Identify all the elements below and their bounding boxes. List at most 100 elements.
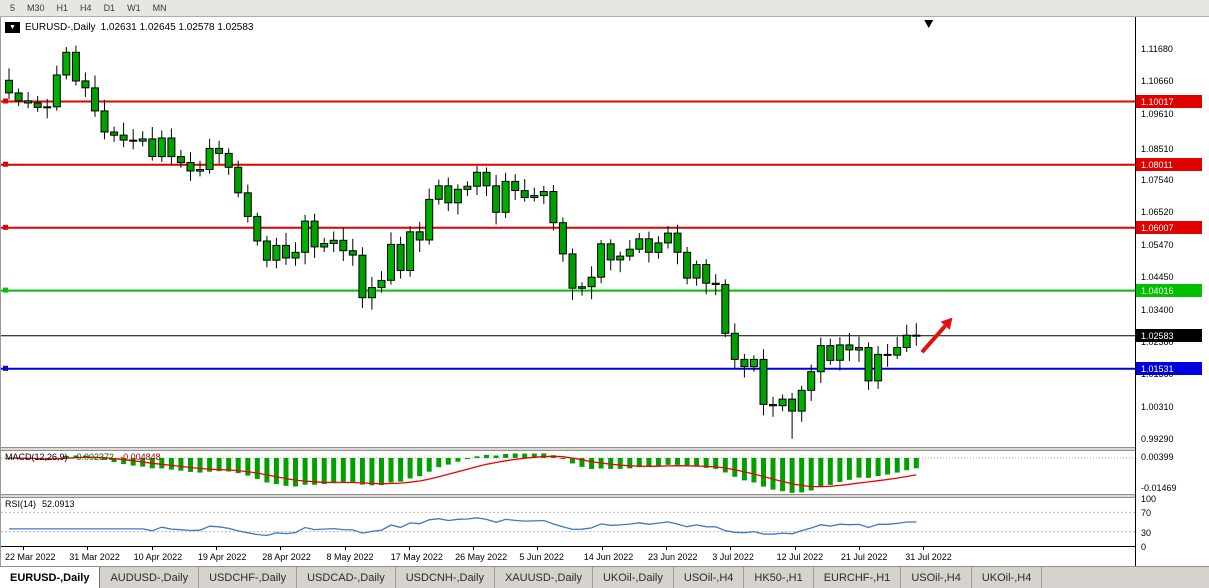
timeframe-button-H4[interactable]: H4 [80,3,92,13]
price-axis-label: 1.07540 [1141,174,1174,185]
time-axis-tick [473,547,475,550]
pane-divider[interactable] [1,447,1135,451]
time-axis-tick [923,547,925,550]
chart-ohlc-readout: 1.02631 1.02645 1.02578 1.02583 [100,22,254,33]
rsi-value: 52.0913 [42,499,75,509]
price-tag-resistance-1: 1.10017 [1136,95,1202,109]
macd-axis-min: -0.01469 [1141,483,1177,493]
timeframe-button-MN[interactable]: MN [152,3,167,13]
chart-workspace: ▼ EURUSD-,Daily 1.02631 1.02645 1.02578 … [0,17,1209,566]
price-tag-current-price: 1.02583 [1136,329,1202,343]
rsi-name: RSI(14) [5,499,37,509]
hline-resistance-3[interactable] [1,224,1135,230]
time-axis-tick [23,547,24,550]
date-label: 26 May 2022 [455,552,508,562]
price-axis-label: 1.11680 [1141,44,1173,55]
date-label: 10 Apr 2022 [133,552,183,562]
timeframe-button-5[interactable]: 5 [10,3,16,13]
chart-symbol-label: EURUSD-,Daily [25,22,96,33]
macd-label: MACD(12,26,9) -0.002372 -0.004848 [5,452,161,462]
timeframe-button-W1[interactable]: W1 [127,3,141,13]
tab-usdcad-daily[interactable]: USDCAD-,Daily [297,567,396,588]
time-axis-tick [151,547,153,550]
rsi-plot [1,511,1135,537]
timeframe-toolbar: 5 M30 H1 H4 D1 W1 MN [0,0,1209,17]
price-axis-label: 1.00310 [1141,402,1174,413]
time-axis-tick [858,547,860,550]
date-label: 3 Jul 2022 [712,552,754,562]
price-axis-label: 1.08510 [1141,143,1174,154]
macd-value-main: -0.002372 [73,452,115,462]
tab-usdchf-daily[interactable]: USDCHF-,Daily [199,567,298,588]
price-tag-resistance-3: 1.06007 [1136,221,1202,235]
macd-name: MACD(12,26,9) [5,452,68,462]
rsi-axis-label: 0 [1141,542,1147,552]
timeframe-button-D1[interactable]: D1 [103,3,116,13]
hline-support-green[interactable] [1,287,1135,293]
tab-ukoil-h4[interactable]: UKOil-,H4 [971,567,1043,588]
rsi-label: RSI(14) 52.0913 [5,499,75,509]
candlestick-chart [1,20,1135,439]
time-axis-tick [537,547,539,550]
price-axis[interactable]: 1.11680 1.10660 1.09610 1.08510 1.07540 1.065… [1136,17,1207,566]
tab-xauusd-daily[interactable]: XAUUSD-,Daily [494,567,593,588]
time-axis-tick [794,547,796,550]
tab-eurchf-h1[interactable]: EURCHF-,H1 [813,567,902,588]
rsi-axis-label: 30 [1141,527,1152,538]
date-label: 28 Apr 2022 [262,552,311,562]
date-label: 19 Apr 2022 [197,552,247,562]
price-axis-label: 1.03400 [1141,304,1174,315]
time-axis[interactable]: 22 Mar 2022 31 Mar 2022 10 Apr 2022 19 Apr … [1,546,1135,566]
macd-plot [1,453,1135,493]
tab-audusd-daily[interactable]: AUDUSD-,Daily [100,567,200,588]
rsi-axis-label: 70 [1141,508,1152,519]
macd-value-signal: -0.004848 [120,452,161,462]
chart-shift-marker-icon[interactable] [924,20,934,28]
hline-resistance-1[interactable] [1,98,1135,104]
chart-column: ▼ EURUSD-,Daily 1.02631 1.02645 1.02578 … [0,17,1136,566]
timeframe-button-M30[interactable]: M30 [27,3,45,13]
time-axis-tick [87,547,89,550]
price-tag-support-green: 1.04016 [1136,284,1202,298]
price-axis-label: 1.04450 [1141,271,1174,282]
date-label: 8 May 2022 [326,552,374,562]
date-label: 17 May 2022 [390,552,443,562]
time-axis-tick [280,547,282,550]
date-label: 14 Jun 2022 [583,552,634,562]
tab-ukoil-daily[interactable]: UKOil-,Daily [592,567,674,588]
pane-divider[interactable] [1,494,1135,498]
hline-support-blue[interactable] [1,365,1135,371]
price-tag-resistance-2: 1.08011 [1136,158,1202,172]
price-axis-label: 1.05470 [1141,239,1174,250]
time-axis-tick [215,547,217,550]
macd-axis-max: 0.00399 [1141,452,1174,462]
main-chart-pane[interactable]: ▼ EURUSD-,Daily 1.02631 1.02645 1.02578 … [1,17,1135,447]
tab-usdcnh-daily[interactable]: USDCNH-,Daily [395,567,495,588]
price-axis-label: 1.10660 [1141,76,1174,87]
tab-usoil-h4[interactable]: USOil-,H4 [673,567,745,588]
timeframe-button-H1[interactable]: H1 [56,3,69,13]
time-axis-tick [730,547,732,550]
price-axis-label: 0.99290 [1141,434,1174,445]
date-label: 12 Jul 2022 [776,552,824,562]
date-label: 21 Jul 2022 [840,552,888,562]
date-label: 5 Jun 2022 [519,552,564,562]
tab-usoil-h4[interactable]: USOil-,H4 [901,567,972,588]
time-axis-tick [601,547,603,550]
rsi-pane[interactable]: RSI(14) 52.0913 [1,498,1135,546]
time-axis-tick [408,547,410,550]
symbol-tabbar: EURUSD-,Daily AUDUSD-,Daily USDCHF-,Daily U… [0,566,1209,588]
date-label: 22 Mar 2022 [5,552,56,562]
time-axis-tick [344,547,346,550]
date-label: 31 Mar 2022 [69,552,120,562]
date-label: 31 Jul 2022 [905,552,952,562]
rsi-axis-label: 100 [1141,494,1157,504]
date-label: 23 Jun 2022 [648,552,698,562]
trend-arrow[interactable] [920,317,953,354]
tab-hk50-h1[interactable]: HK50-,H1 [744,567,814,588]
price-tag-support-blue: 1.01531 [1136,362,1202,376]
macd-pane[interactable]: MACD(12,26,9) -0.002372 -0.004848 [1,451,1135,494]
tab-eurusd-daily[interactable]: EURUSD-,Daily [0,567,101,588]
chart-title: ▼ EURUSD-,Daily 1.02631 1.02645 1.02578 … [5,22,254,33]
price-axis-label: 1.06520 [1141,206,1174,217]
